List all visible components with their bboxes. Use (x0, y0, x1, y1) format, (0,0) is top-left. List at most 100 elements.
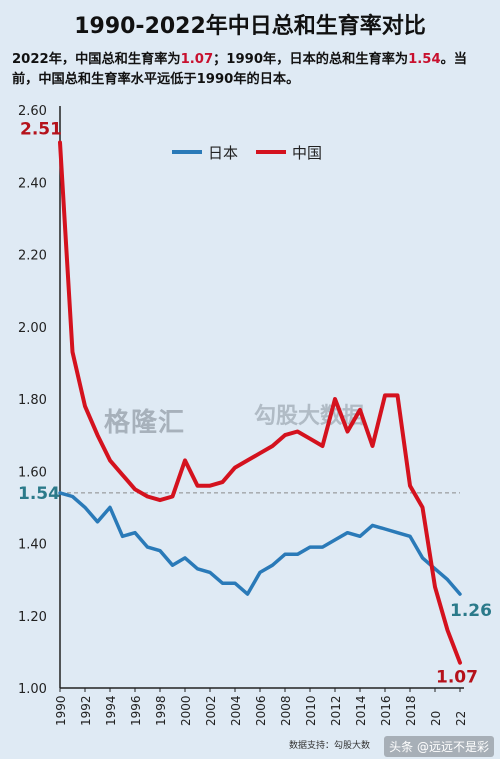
data-point (346, 531, 349, 534)
subtitle-text-1: 2022年，中国总和生育率为 (12, 52, 181, 67)
data-point (96, 521, 99, 523)
data-point (134, 531, 136, 534)
data-point (246, 593, 249, 595)
data-point (121, 535, 124, 538)
data-point (259, 571, 261, 574)
data-point (234, 582, 236, 585)
data-point (134, 488, 136, 491)
data-point (246, 459, 249, 462)
data-point (409, 535, 411, 538)
watermark-logo: 格隆汇 (104, 408, 186, 438)
data-point (284, 434, 286, 436)
y-tick-label: 2.20 (18, 249, 47, 264)
data-point (221, 481, 224, 483)
watermark-handle: 头条 @远远不是彩 (384, 736, 494, 757)
data-point (271, 445, 274, 447)
data-point (184, 557, 186, 559)
data-point (121, 474, 124, 476)
series-line-japan (58, 491, 462, 596)
data-point (309, 437, 311, 440)
data-point (209, 484, 211, 487)
data-point (434, 586, 436, 588)
x-tick-label: 2008 (279, 695, 293, 726)
data-point (84, 405, 86, 408)
y-tick-label: 1.20 (18, 610, 47, 625)
data-point (171, 495, 174, 498)
legend-label-china: 中国 (292, 144, 322, 162)
x-tick-label: 1990 (54, 695, 68, 726)
subtitle-text-3: 。当前，中国总和生育率水平远低于1990年的日本。 (12, 52, 467, 87)
data-point (321, 445, 324, 447)
x-tick-label: 22 (454, 711, 468, 726)
y-tick-label: 2.40 (18, 176, 47, 191)
data-point (346, 430, 349, 433)
data-point (371, 524, 374, 527)
x-tick-label: 2012 (329, 695, 343, 726)
subtitle-value-japan: 1.54 (408, 52, 441, 67)
data-point (209, 571, 211, 574)
x-tick-label: 1994 (104, 695, 118, 726)
legend-label-japan: 日本 (208, 144, 238, 162)
data-label: 1.26 (450, 601, 492, 621)
data-point (234, 466, 236, 469)
data-label: 1.07 (436, 668, 478, 688)
data-point (409, 484, 411, 487)
data-point (71, 495, 74, 498)
x-tick-label: 2016 (379, 695, 393, 726)
y-tick-label: 2.00 (18, 321, 47, 336)
data-point (384, 528, 386, 530)
y-tick-label: 1.40 (18, 538, 47, 553)
data-point (196, 567, 199, 570)
x-tick-label: 2006 (254, 695, 268, 726)
data-point (84, 506, 86, 509)
x-tick-label: 1998 (154, 695, 168, 726)
data-point (359, 535, 361, 538)
data-point (421, 506, 424, 509)
subtitle-value-china: 1.07 (180, 52, 214, 67)
x-tick-label: 2010 (304, 695, 318, 726)
series-line-china (58, 140, 462, 665)
data-point (446, 578, 449, 581)
data-point (296, 430, 299, 433)
y-tick-label: 1.80 (18, 393, 47, 408)
data-point (196, 484, 199, 487)
data-point (284, 553, 286, 556)
data-point (59, 141, 61, 144)
data-point (309, 546, 311, 548)
data-point (146, 495, 149, 498)
data-point (321, 546, 324, 548)
x-tick-label: 2004 (229, 695, 243, 726)
data-point (109, 459, 111, 462)
data-point (159, 499, 161, 501)
data-point (384, 394, 386, 397)
data-point (459, 593, 461, 595)
subtitle-text-2: ；1990年，日本的总和生育率为 (213, 52, 409, 67)
data-point (259, 452, 261, 454)
data-point (459, 661, 461, 664)
data-point (446, 629, 449, 631)
source-note: 数据支持：勾股大数 (288, 741, 370, 751)
data-point (359, 409, 361, 411)
x-tick-label: 2014 (354, 695, 368, 726)
data-point (334, 539, 336, 541)
x-tick-label: 2002 (204, 695, 218, 726)
data-point (334, 398, 336, 400)
x-tick-label: 1996 (129, 695, 143, 726)
x-tick-label: 2000 (179, 695, 193, 726)
data-point (421, 557, 424, 559)
data-point (71, 351, 74, 353)
x-tick-label: 1992 (79, 695, 93, 726)
data-point (96, 434, 99, 436)
data-point (59, 492, 61, 494)
data-label: 2.51 (20, 120, 62, 140)
data-point (184, 459, 186, 462)
data-point (371, 445, 374, 447)
data-point (159, 549, 161, 552)
data-point (434, 567, 436, 570)
x-tick-label: 20 (429, 711, 443, 726)
x-tick-label: 2018 (404, 695, 418, 726)
data-point (171, 564, 174, 566)
chart-title: 1990-2022年中日总和生育率对比 (74, 14, 426, 39)
